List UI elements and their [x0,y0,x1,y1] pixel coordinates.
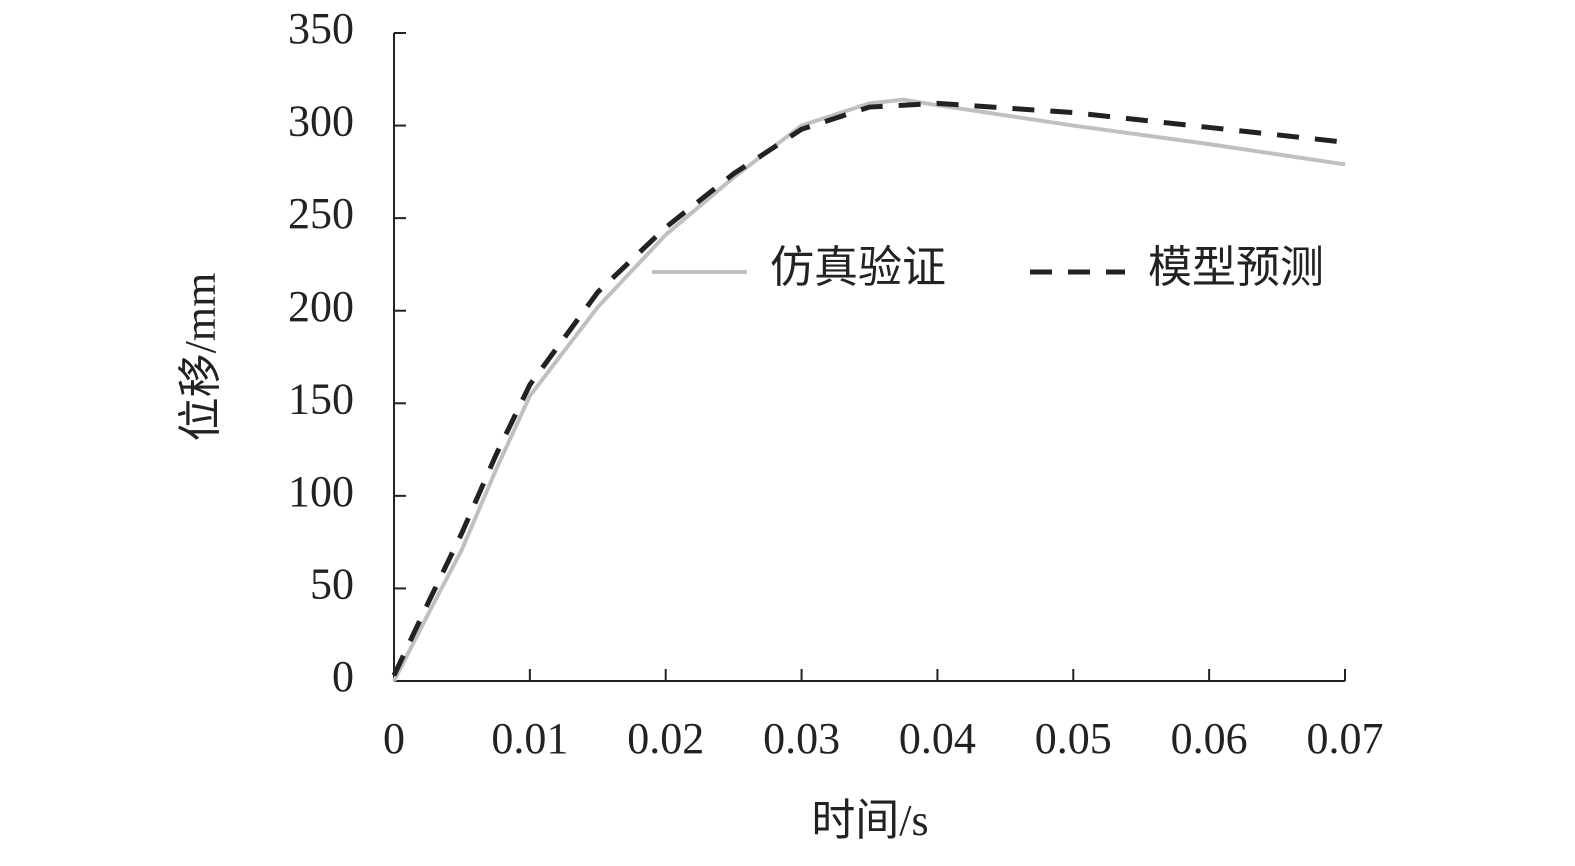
x-tick-label: 0.04 [899,714,976,763]
y-tick-label: 0 [332,652,354,701]
y-tick-label: 50 [310,560,354,609]
legend-label: 仿真验证 [770,243,946,292]
y-tick-label: 250 [288,189,354,238]
x-tick-label: 0.07 [1307,714,1384,763]
x-tick-label: 0.06 [1171,714,1248,763]
x-tick-label: 0.02 [627,714,704,763]
x-axis-label: 时间/s [811,796,928,845]
x-tick-label: 0.03 [763,714,840,763]
line-series [391,100,1346,677]
x-tick-label: 0.01 [491,714,568,763]
legend-label: 模型预测 [1148,243,1324,292]
y-tick-label: 100 [288,467,354,516]
x-tick-label: 0 [383,714,405,763]
y-tick-label: 300 [288,97,354,146]
y-tick-label: 200 [288,282,354,331]
line-series [392,97,1346,682]
x-tick-label: 0.05 [1035,714,1112,763]
y-tick-label: 350 [288,4,354,53]
y-tick-label: 150 [288,374,354,423]
y-axis-label: 位移/mm [176,273,225,442]
